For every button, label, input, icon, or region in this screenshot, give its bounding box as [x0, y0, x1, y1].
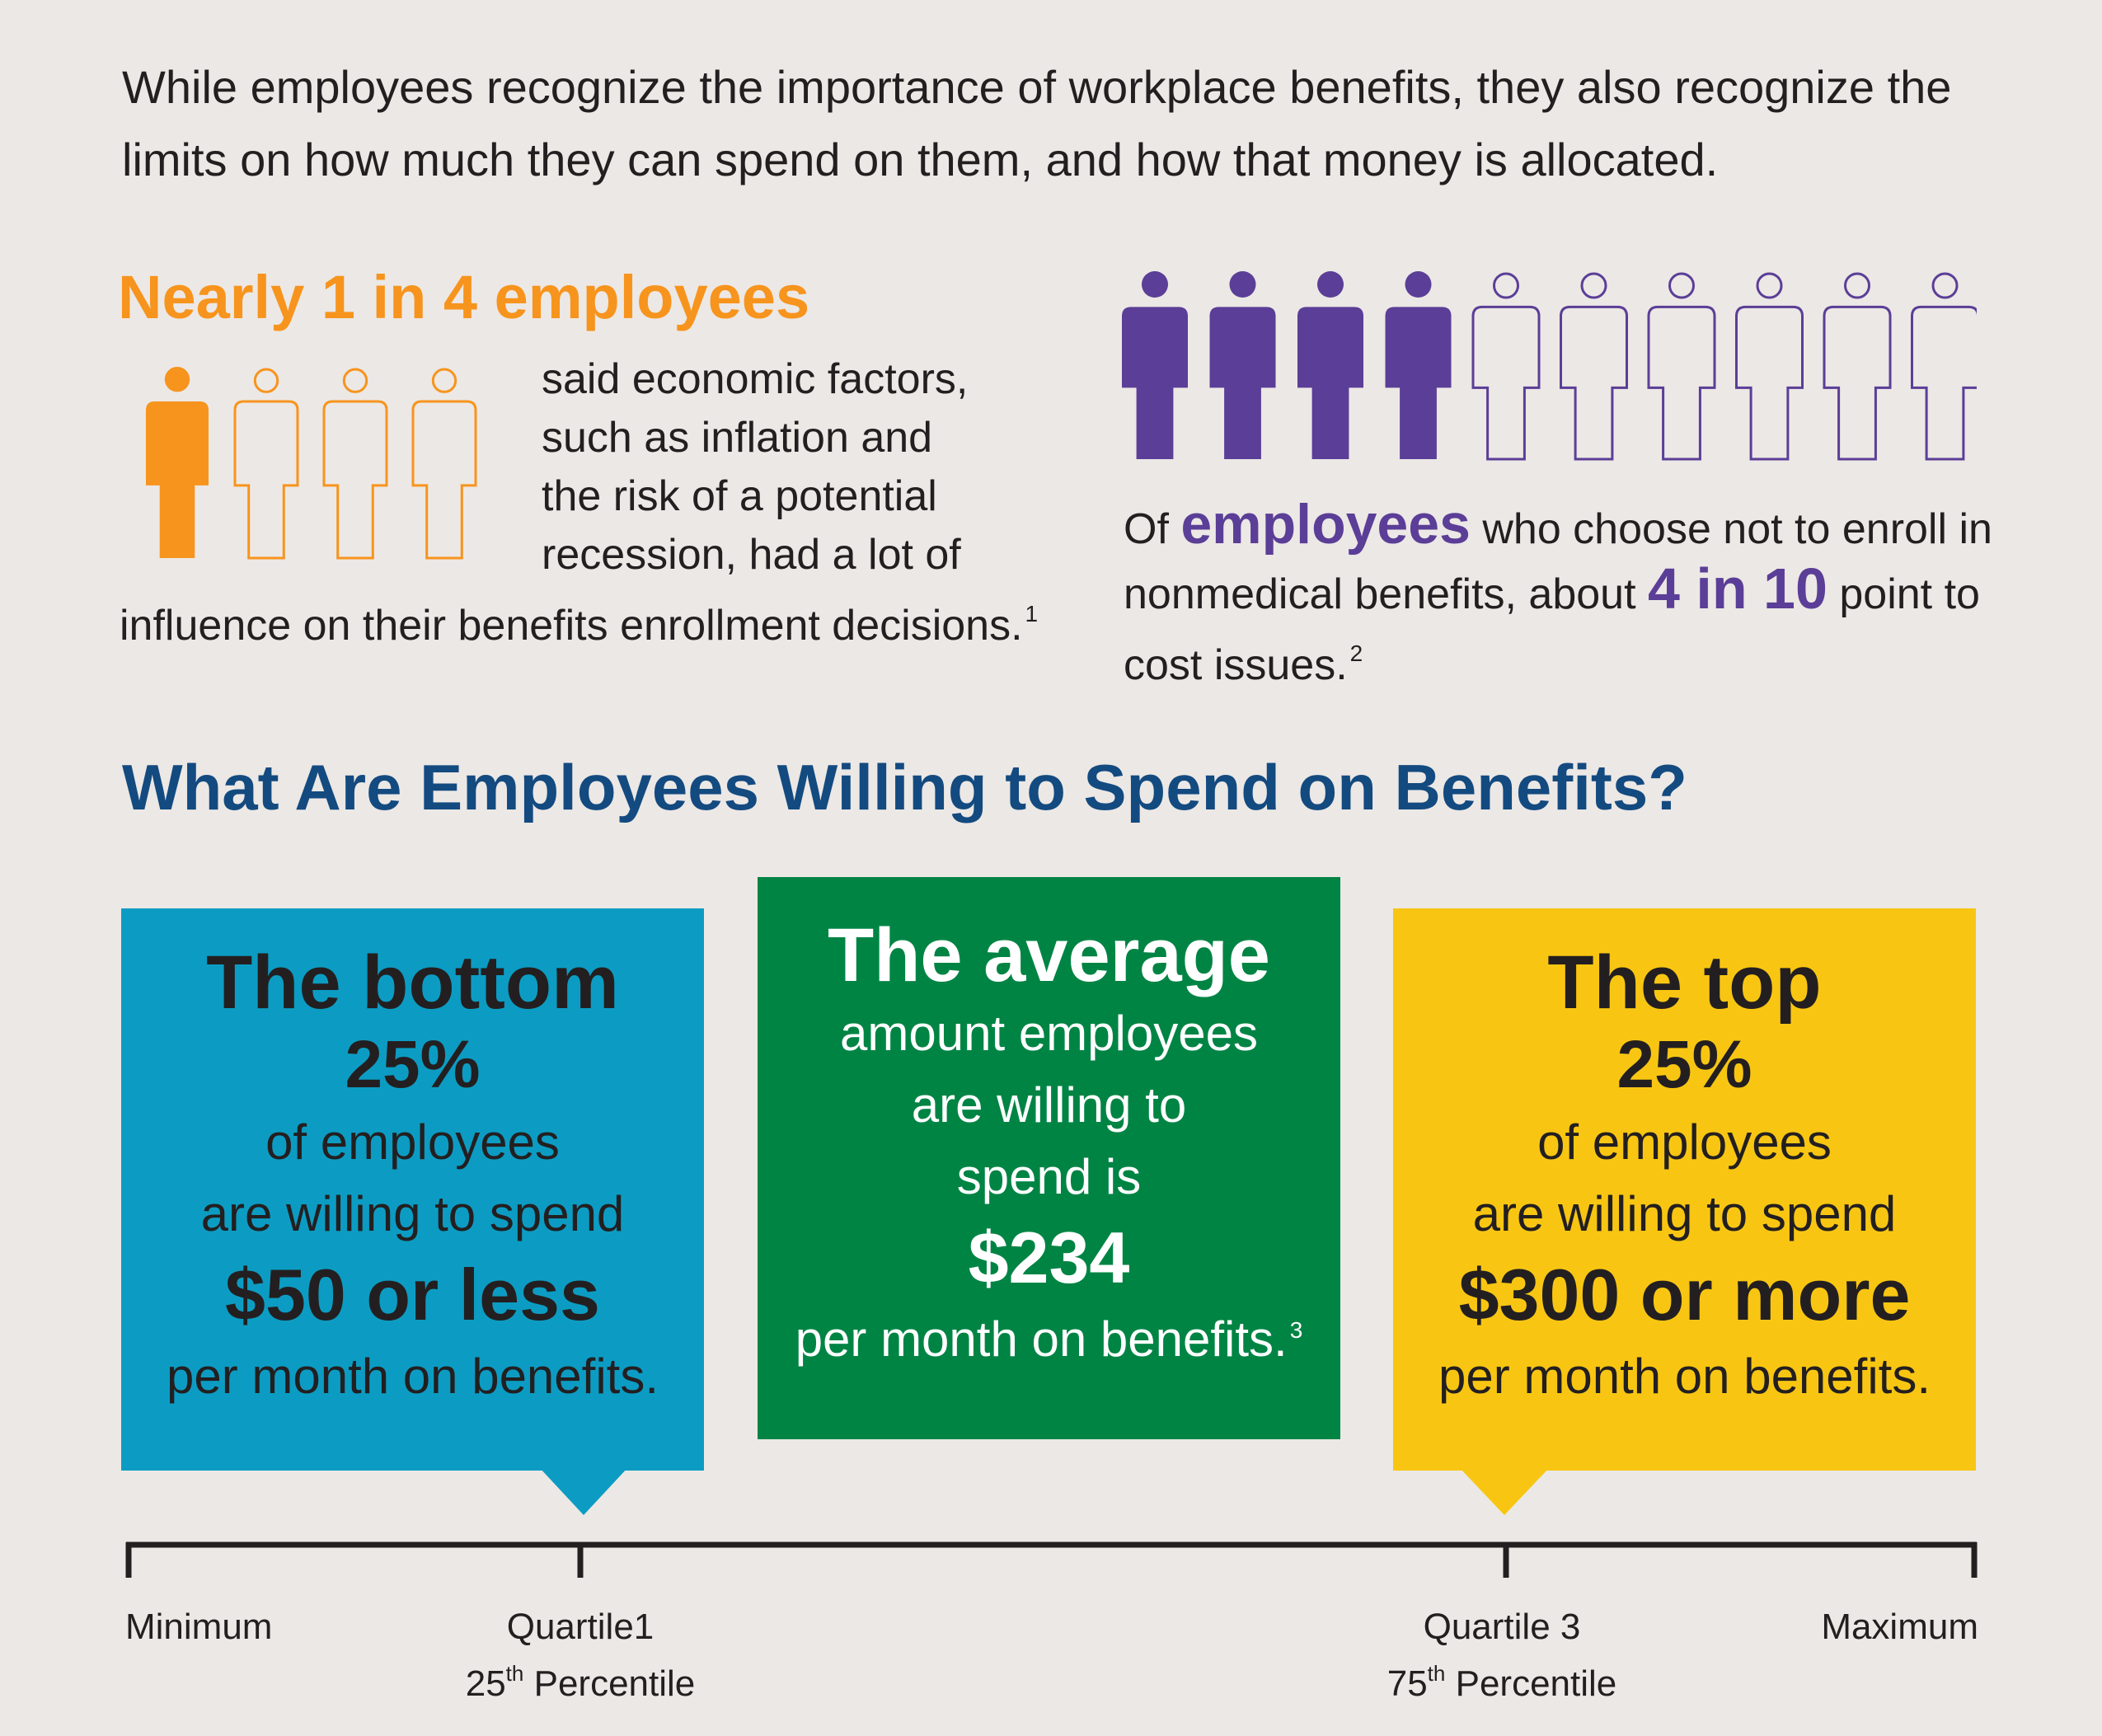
top-box-pointer	[1459, 1467, 1550, 1515]
person-filled-icon	[1297, 271, 1363, 459]
left-text-line-3: the risk of a potential	[542, 472, 937, 520]
left-text-line-5: influence on their benefits enrollment d…	[120, 584, 1043, 655]
left-text-last: influence on their benefits enrollment d…	[120, 602, 1023, 650]
right-stat-text: Of employees who choose not to enroll in…	[1124, 495, 2014, 695]
axis-q3-word: Percentile	[1455, 1663, 1617, 1704]
axis-label-minimum: Minimum	[125, 1607, 273, 1647]
average-box-line-4: per month on benefits.	[795, 1311, 1288, 1368]
person-outline-icon	[1911, 272, 1977, 461]
bottom-box-line-2: are willing to spend	[200, 1185, 625, 1241]
top-box-line-2: are willing to spend	[1472, 1185, 1897, 1241]
person-outline-icon	[411, 368, 477, 560]
left-text-line-4: recession, had a lot of	[542, 531, 961, 579]
person-filled-icon	[1209, 271, 1276, 459]
person-outline-icon	[1823, 272, 1892, 461]
bottom-box-line-1: of employees	[265, 1114, 560, 1170]
axis-label-q1-percentile: 25th Percentile	[415, 1650, 745, 1707]
bottom-box-pointer	[539, 1467, 628, 1515]
person-outline-icon	[322, 368, 388, 560]
axis-label-q3-title: Quartile 3	[1423, 1607, 1581, 1647]
footnote-2: 2	[1349, 640, 1363, 666]
axis-q3-sup: th	[1427, 1661, 1446, 1686]
axis-q3-num: 75	[1386, 1663, 1428, 1704]
person-filled-icon	[1385, 271, 1452, 459]
axis-label-q3-percentile: 75th Percentile	[1337, 1650, 1667, 1707]
top-box-line-3: per month on benefits.	[1438, 1348, 1931, 1404]
average-box-line-3: spend is	[956, 1149, 1142, 1205]
intro-paragraph: While employees recognize the importance…	[122, 61, 1952, 185]
person-outline-icon	[233, 368, 299, 560]
axis-q1-sup: th	[505, 1661, 524, 1686]
right-text-emphasis: employees	[1180, 493, 1471, 556]
average-box-amount: $234	[968, 1217, 1130, 1299]
average-box-line-4-wrap: per month on benefits. 3	[758, 1303, 1340, 1375]
left-figures-icon	[146, 367, 477, 560]
bottom-quartile-box: The bottom 25% of employees are willing …	[121, 908, 704, 1471]
bottom-box-percent: 25%	[345, 1027, 481, 1103]
axis-label-q1: Quartile1 25th Percentile	[415, 1604, 745, 1707]
person-filled-icon	[1122, 271, 1188, 459]
person-outline-icon	[1735, 272, 1804, 461]
top-quartile-box: The top 25% of employees are willing to …	[1393, 908, 1976, 1471]
average-box: The average amount employees are willing…	[758, 877, 1340, 1439]
footnote-1: 1	[1025, 601, 1039, 626]
bottom-box-heading: The bottom	[206, 941, 619, 1025]
right-figures-icon	[1122, 271, 1977, 461]
axis-label-q3: Quartile 3 75th Percentile	[1337, 1604, 1667, 1707]
axis-q1-word: Percentile	[533, 1663, 696, 1704]
bottom-box-line-3: per month on benefits.	[166, 1348, 659, 1404]
left-text-line-1: said economic factors,	[542, 355, 969, 403]
person-outline-icon	[1560, 272, 1628, 461]
person-outline-icon	[1471, 272, 1541, 461]
right-text-suffix: point to cost issues.	[1124, 570, 1980, 689]
footnote-3: 3	[1289, 1317, 1303, 1344]
top-box-heading: The top	[1547, 941, 1822, 1025]
average-box-line-2: are willing to	[911, 1077, 1187, 1133]
axis-label-q1-title: Quartile1	[506, 1607, 655, 1647]
person-filled-icon	[146, 367, 209, 558]
person-outline-icon	[1647, 272, 1716, 461]
top-box-amount: $300 or more	[1458, 1253, 1911, 1335]
left-stat-headline: Nearly 1 in 4 employees	[118, 263, 810, 331]
top-box-percent: 25%	[1616, 1027, 1752, 1103]
average-box-heading: The average	[828, 913, 1270, 997]
top-box-line-1: of employees	[1537, 1114, 1832, 1170]
average-box-line-1: amount employees	[840, 1006, 1258, 1062]
section-title: What Are Employees Willing to Spend on B…	[122, 751, 1687, 823]
axis-q1-num: 25	[465, 1663, 506, 1704]
right-text-number: 4 in 10	[1648, 556, 1828, 621]
left-text-line-2: such as inflation and	[542, 414, 933, 462]
axis-label-maximum: Maximum	[1821, 1607, 1978, 1647]
left-stat-text: said economic factors, such as inflation…	[120, 350, 1043, 655]
bottom-box-amount: $50 or less	[225, 1253, 600, 1335]
right-text-prefix: Of	[1124, 505, 1169, 553]
right-text-middle: who choose not to enroll in nonmedical b…	[1124, 505, 1992, 618]
percentile-axis	[125, 1541, 1978, 1578]
